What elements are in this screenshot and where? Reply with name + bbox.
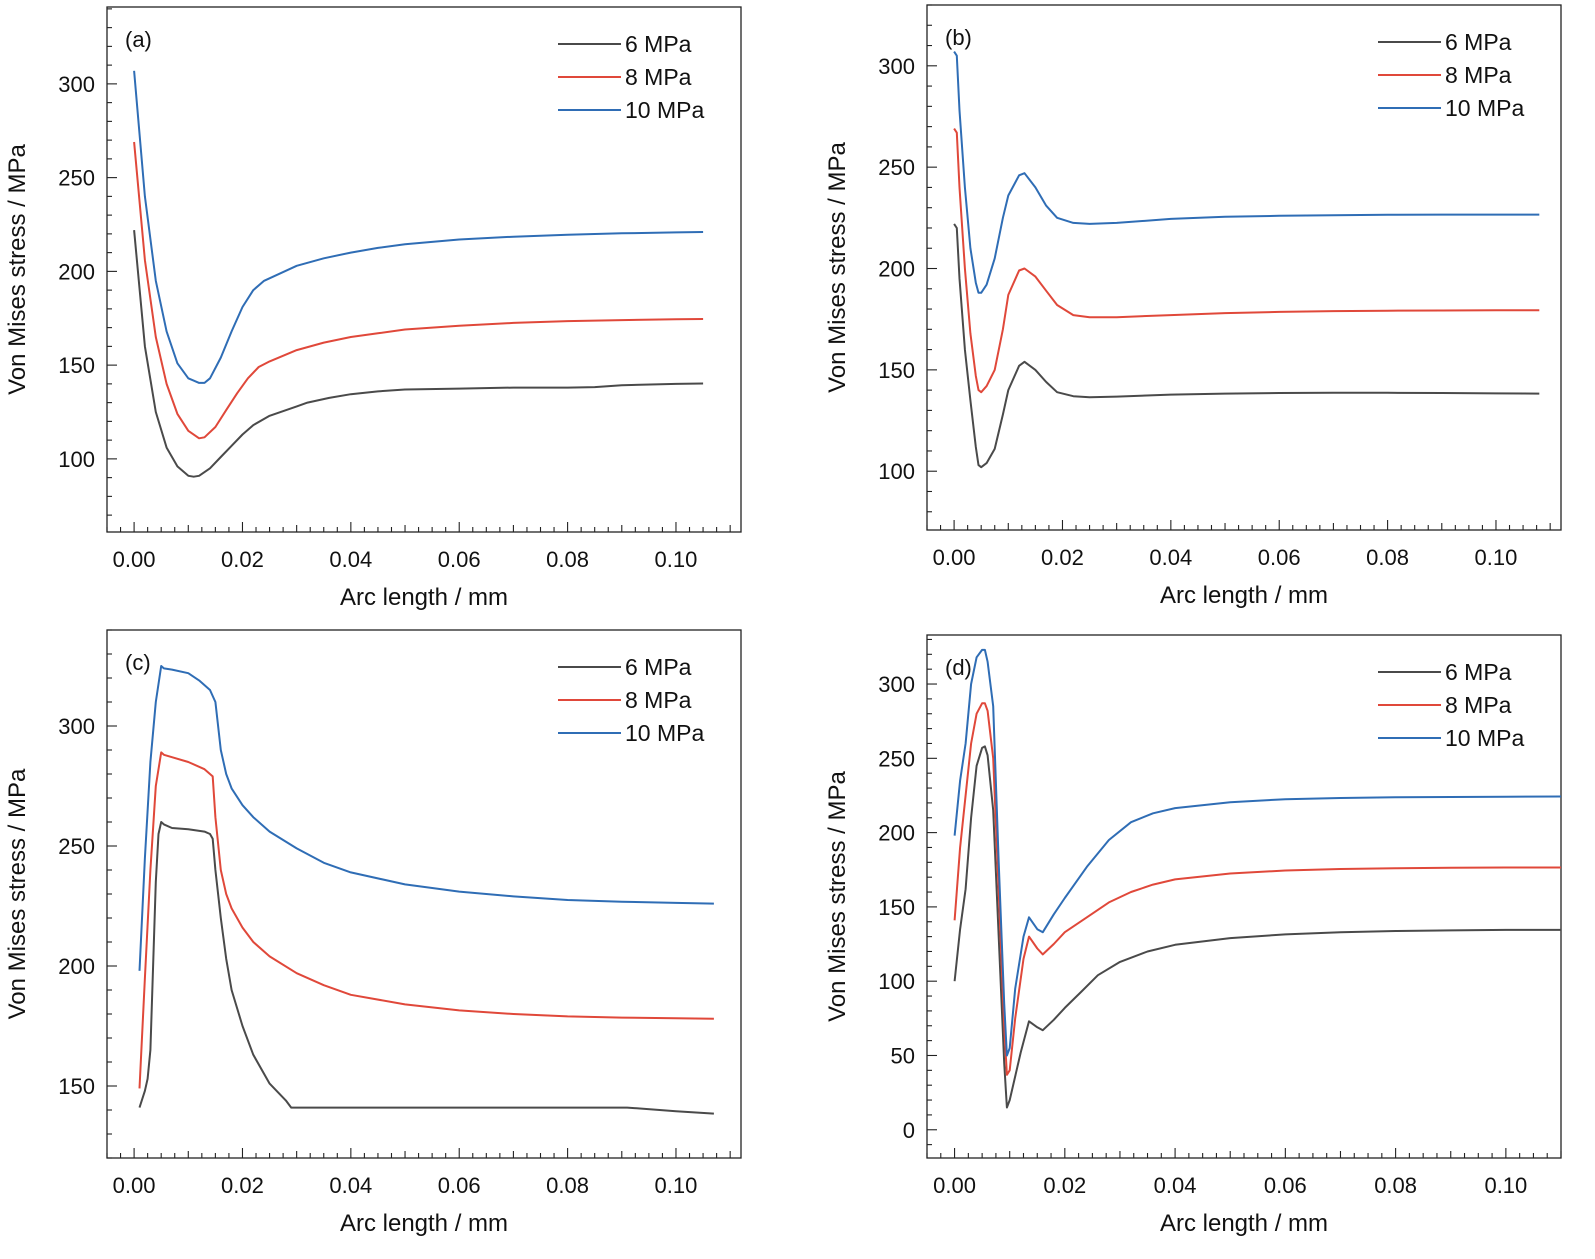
legend: 6 MPa 8 MPa 10 MPa: [1378, 29, 1524, 121]
x-tick-label: 0.02: [1041, 545, 1084, 570]
panel-label: (b): [945, 25, 972, 50]
legend: 6 MPa 8 MPa 10 MPa: [558, 654, 704, 746]
legend-label: 10 MPa: [625, 720, 704, 746]
series-line-8-mpa: [953, 702, 1561, 1076]
plot-frame: [106, 6, 742, 533]
series-line-8-mpa: [138, 751, 714, 1089]
panel-b: 0.00 0.02 0.04 0.06 0.08 0.10 100 150 200 250 300 A…: [824, 4, 1562, 609]
x-tick-label: 0.08: [1374, 1173, 1417, 1198]
legend-label: 10 MPa: [1445, 725, 1524, 751]
x-tick-label: 0.04: [1154, 1173, 1197, 1198]
y-tick-label: 200: [878, 821, 915, 846]
legend-label: 8 MPa: [1445, 692, 1512, 718]
x-tick-label: 0.10: [1475, 545, 1518, 570]
y-tick-label: 200: [58, 954, 95, 979]
series-line-6-mpa: [953, 223, 1540, 469]
series-line-10-mpa: [953, 648, 1561, 1057]
legend-label: 8 MPa: [1445, 62, 1512, 88]
x-tick-label: 0.02: [221, 547, 264, 572]
y-tick-label: 300: [58, 72, 95, 97]
y-tick-label: 300: [58, 714, 95, 739]
x-axis-title: Arc length / mm: [340, 1210, 508, 1237]
series-line-10-mpa: [133, 70, 704, 384]
panel-a: 0.00 0.02 0.04 0.06 0.08 0.10 100 150 200 250 300 A…: [4, 6, 742, 611]
x-tick-label: 0.04: [329, 547, 372, 572]
legend: 6 MPa 8 MPa 10 MPa: [1378, 659, 1524, 751]
series-line-6-mpa: [953, 745, 1561, 1109]
panel-c: 0.00 0.02 0.04 0.06 0.08 0.10 150 200 250 300 Arc …: [4, 629, 742, 1237]
y-tick-label: 250: [878, 746, 915, 771]
x-tick-label: 0.00: [933, 545, 976, 570]
x-axis-title: Arc length / mm: [1160, 1210, 1328, 1237]
legend-label: 6 MPa: [1445, 659, 1512, 685]
panel-d: 0.00 0.02 0.04 0.06 0.08 0.10 0 50 100 150 200 250 3…: [824, 634, 1562, 1237]
legend-label: 6 MPa: [1445, 29, 1512, 55]
y-tick-label: 150: [58, 353, 95, 378]
x-tick-label: 0.10: [655, 547, 698, 572]
x-tick-label: 0.00: [113, 547, 156, 572]
x-axis-title: Arc length / mm: [1160, 582, 1328, 609]
y-axis-title: Von Mises stress / MPa: [4, 768, 31, 1019]
series-line-8-mpa: [133, 141, 704, 440]
series-line-8-mpa: [953, 128, 1540, 394]
y-tick-label: 50: [891, 1043, 915, 1068]
y-axis-title: Von Mises stress / MPa: [824, 141, 851, 392]
y-tick-label: 0: [903, 1118, 915, 1143]
y-tick-label: 250: [58, 166, 95, 191]
legend-label: 6 MPa: [625, 31, 692, 57]
legend-label: 8 MPa: [625, 687, 692, 713]
x-tick-label: 0.00: [933, 1173, 976, 1198]
series-line-10-mpa: [138, 665, 714, 971]
y-tick-label: 100: [878, 969, 915, 994]
x-tick-label: 0.10: [1484, 1173, 1527, 1198]
y-tick-label: 250: [58, 834, 95, 859]
x-tick-label: 0.02: [1043, 1173, 1086, 1198]
y-tick-label: 150: [878, 358, 915, 383]
x-tick-label: 0.00: [113, 1173, 156, 1198]
x-tick-label: 0.10: [655, 1173, 698, 1198]
x-tick-label: 0.06: [1258, 545, 1301, 570]
y-tick-label: 300: [878, 54, 915, 79]
legend: 6 MPa 8 MPa 10 MPa: [558, 31, 704, 123]
legend-label: 10 MPa: [1445, 95, 1524, 121]
y-tick-label: 100: [878, 459, 915, 484]
y-tick-label: 300: [878, 672, 915, 697]
series-line-10-mpa: [953, 51, 1540, 294]
panel-label: (c): [125, 650, 151, 675]
y-axis-title: Von Mises stress / MPa: [824, 770, 851, 1021]
panel-label: (d): [945, 655, 972, 680]
legend-label: 8 MPa: [625, 64, 692, 90]
series-line-6-mpa: [133, 230, 704, 478]
y-tick-label: 150: [878, 895, 915, 920]
y-tick-label: 200: [878, 257, 915, 282]
x-tick-label: 0.02: [221, 1173, 264, 1198]
x-axis-title: Arc length / mm: [340, 584, 508, 611]
series-line-6-mpa: [138, 821, 714, 1115]
x-tick-label: 0.06: [438, 1173, 481, 1198]
legend-label: 10 MPa: [625, 97, 704, 123]
y-tick-label: 100: [58, 447, 95, 472]
x-tick-label: 0.08: [1366, 545, 1409, 570]
x-tick-label: 0.08: [546, 547, 589, 572]
x-tick-label: 0.04: [1149, 545, 1192, 570]
x-tick-label: 0.08: [546, 1173, 589, 1198]
y-tick-label: 150: [58, 1074, 95, 1099]
y-tick-label: 250: [878, 155, 915, 180]
y-tick-label: 200: [58, 259, 95, 284]
x-tick-label: 0.04: [329, 1173, 372, 1198]
x-tick-label: 0.06: [1264, 1173, 1307, 1198]
y-axis-title: Von Mises stress / MPa: [4, 143, 31, 394]
x-tick-label: 0.06: [438, 547, 481, 572]
legend-label: 6 MPa: [625, 654, 692, 680]
panel-label: (a): [125, 27, 152, 52]
plot-frame: [926, 4, 1562, 531]
